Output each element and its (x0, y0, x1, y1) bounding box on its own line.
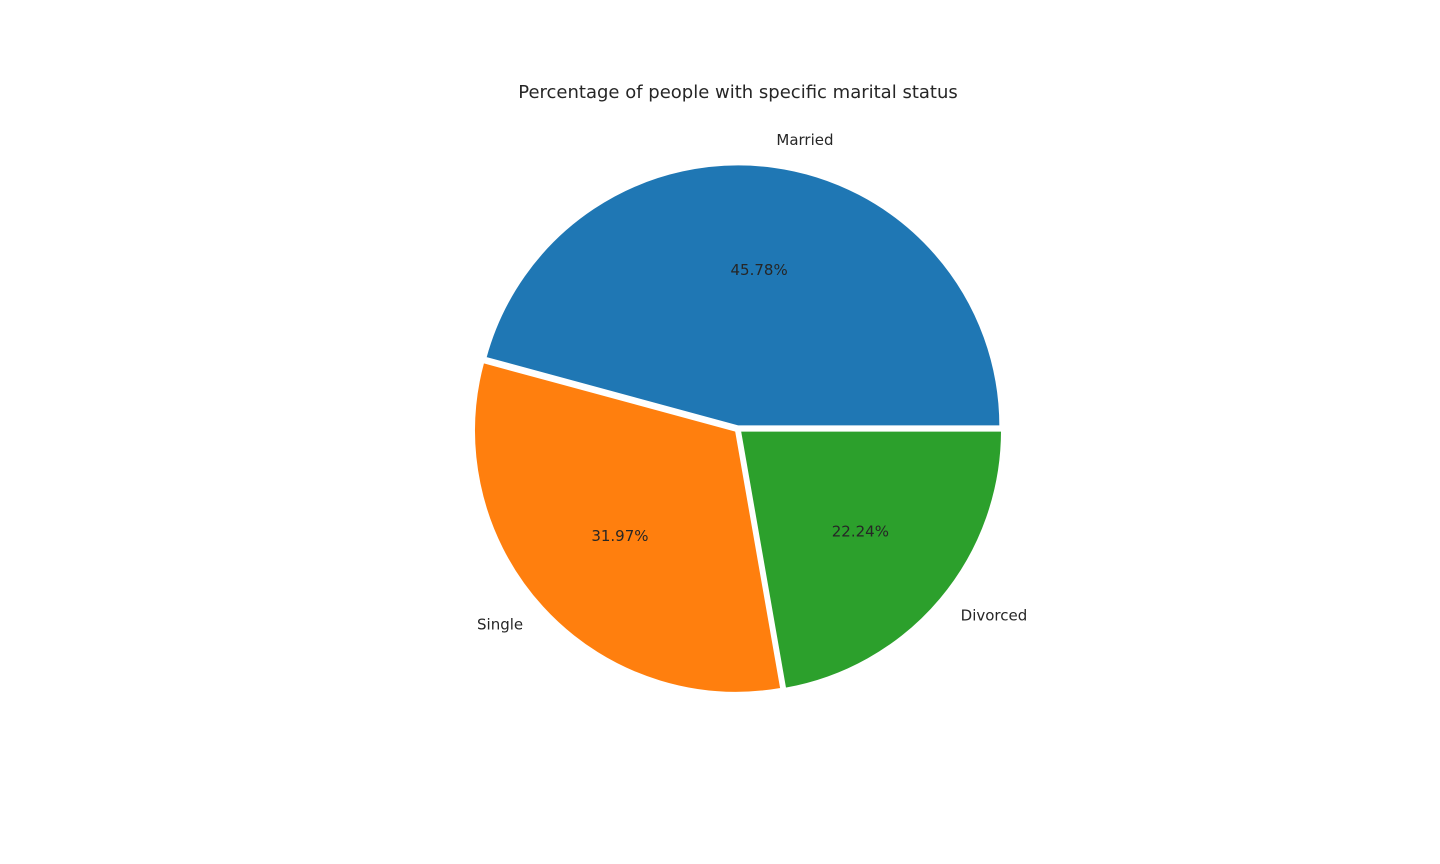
slice-label-married: Married (776, 131, 833, 149)
slice-label-divorced: Divorced (961, 607, 1028, 625)
slice-percent-married: 45.78% (731, 261, 788, 279)
pie-slice-married (484, 163, 1002, 428)
pie-slice-single (473, 360, 783, 694)
pie-labels: Married 45.78% Single 31.97% Divorced 22.24% (477, 131, 1027, 633)
slice-percent-divorced: 22.24% (832, 522, 889, 540)
pie-slice-divorced (738, 429, 1004, 690)
slice-label-single: Single (477, 616, 523, 634)
slice-percent-single: 31.97% (591, 527, 648, 545)
chart-title: Percentage of people with specific marit… (518, 82, 958, 103)
pie-slices (473, 163, 1004, 694)
